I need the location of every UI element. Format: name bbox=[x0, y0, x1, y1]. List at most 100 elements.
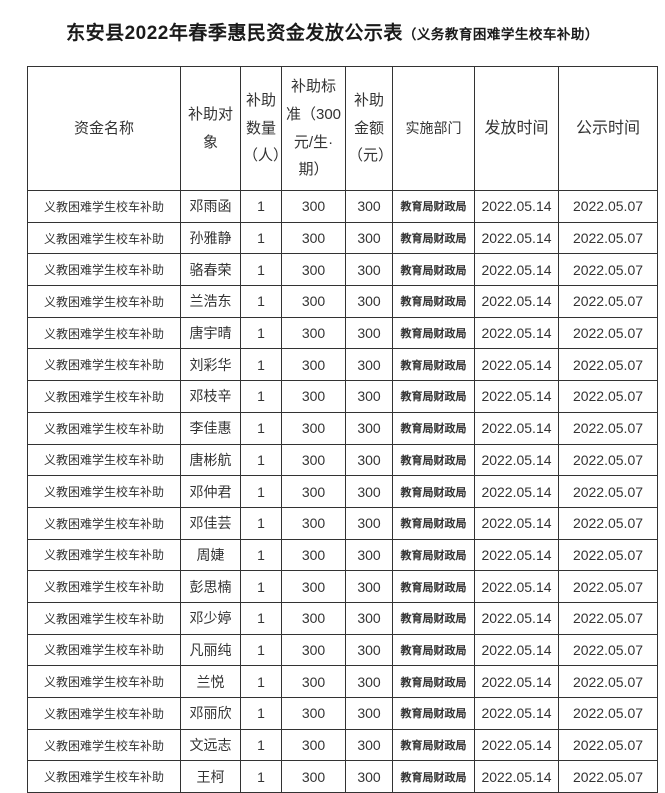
table-row: 义教困难学生校车补助 兰浩东 1 300 300 教育局财政局 2022.05.… bbox=[27, 285, 658, 318]
cell-quantity: 1 bbox=[240, 411, 282, 445]
cell-issue-date: 2022.05.14 bbox=[474, 285, 559, 318]
cell-recipient: 孙雅静 bbox=[180, 221, 241, 255]
cell-amount: 300 bbox=[345, 760, 393, 793]
cell-department: 教育局财政局 bbox=[392, 475, 475, 508]
cell-issue-date: 2022.05.14 bbox=[474, 443, 559, 477]
cell-issue-date: 2022.05.14 bbox=[474, 760, 559, 793]
cell-fund-name: 义教困难学生校车补助 bbox=[27, 665, 181, 698]
cell-quantity: 1 bbox=[240, 665, 282, 698]
cell-notice-date: 2022.05.07 bbox=[558, 697, 658, 730]
cell-notice-date: 2022.05.07 bbox=[558, 316, 658, 350]
cell-standard: 300 bbox=[281, 411, 346, 445]
cell-amount: 300 bbox=[345, 665, 393, 698]
cell-quantity: 1 bbox=[240, 316, 282, 350]
cell-quantity: 1 bbox=[240, 538, 282, 572]
cell-fund-name: 义教困难学生校车补助 bbox=[27, 190, 181, 223]
cell-fund-name: 义教困难学生校车补助 bbox=[27, 380, 181, 413]
cell-issue-date: 2022.05.14 bbox=[474, 411, 559, 445]
cell-department: 教育局财政局 bbox=[392, 728, 475, 762]
cell-recipient: 唐宇晴 bbox=[180, 316, 241, 350]
cell-notice-date: 2022.05.07 bbox=[558, 285, 658, 318]
cell-fund-name: 义教困难学生校车补助 bbox=[27, 760, 181, 793]
cell-amount: 300 bbox=[345, 633, 393, 667]
cell-department: 教育局财政局 bbox=[392, 601, 475, 635]
table-row: 义教困难学生校车补助 李佳惠 1 300 300 教育局财政局 2022.05.… bbox=[27, 411, 658, 445]
cell-recipient: 骆春荣 bbox=[180, 253, 241, 287]
cell-department: 教育局财政局 bbox=[392, 316, 475, 350]
page-title-main: 东安县2022年春季惠民资金发放公示表 bbox=[66, 23, 403, 44]
cell-notice-date: 2022.05.07 bbox=[558, 411, 658, 445]
cell-quantity: 1 bbox=[240, 570, 282, 603]
table-row: 义教困难学生校车补助 周婕 1 300 300 教育局财政局 2022.05.1… bbox=[27, 538, 658, 572]
cell-standard: 300 bbox=[281, 760, 346, 793]
table-row: 义教困难学生校车补助 孙雅静 1 300 300 教育局财政局 2022.05.… bbox=[27, 221, 658, 255]
cell-quantity: 1 bbox=[240, 633, 282, 667]
cell-fund-name: 义教困难学生校车补助 bbox=[27, 728, 181, 762]
header-notice-date: 公示时间 bbox=[558, 66, 658, 191]
cell-amount: 300 bbox=[345, 601, 393, 635]
cell-standard: 300 bbox=[281, 285, 346, 318]
cell-fund-name: 义教困难学生校车补助 bbox=[27, 601, 181, 635]
cell-quantity: 1 bbox=[240, 380, 282, 413]
cell-issue-date: 2022.05.14 bbox=[474, 728, 559, 762]
cell-recipient: 邓丽欣 bbox=[180, 697, 241, 730]
cell-issue-date: 2022.05.14 bbox=[474, 316, 559, 350]
table-row: 义教困难学生校车补助 凡丽纯 1 300 300 教育局财政局 2022.05.… bbox=[27, 633, 658, 667]
table-row: 义教困难学生校车补助 唐彬航 1 300 300 教育局财政局 2022.05.… bbox=[27, 443, 658, 477]
cell-quantity: 1 bbox=[240, 443, 282, 477]
cell-recipient: 邓少婷 bbox=[180, 601, 241, 635]
cell-quantity: 1 bbox=[240, 697, 282, 730]
table-row: 义教困难学生校车补助 邓雨函 1 300 300 教育局财政局 2022.05.… bbox=[27, 190, 658, 223]
table-row: 义教困难学生校车补助 骆春荣 1 300 300 教育局财政局 2022.05.… bbox=[27, 253, 658, 287]
table-row: 义教困难学生校车补助 邓少婷 1 300 300 教育局财政局 2022.05.… bbox=[27, 601, 658, 635]
cell-standard: 300 bbox=[281, 633, 346, 667]
cell-issue-date: 2022.05.14 bbox=[474, 380, 559, 413]
cell-department: 教育局财政局 bbox=[392, 443, 475, 477]
table-header-row: 资金名称 补助对象 补助数量（人） 补助标准（300元/生·期） 补助金额（元）… bbox=[27, 66, 658, 191]
cell-standard: 300 bbox=[281, 601, 346, 635]
cell-amount: 300 bbox=[345, 506, 393, 540]
cell-department: 教育局财政局 bbox=[392, 221, 475, 255]
cell-issue-date: 2022.05.14 bbox=[474, 475, 559, 508]
cell-standard: 300 bbox=[281, 380, 346, 413]
cell-amount: 300 bbox=[345, 411, 393, 445]
cell-department: 教育局财政局 bbox=[392, 697, 475, 730]
cell-recipient: 邓佳芸 bbox=[180, 506, 241, 540]
cell-standard: 300 bbox=[281, 570, 346, 603]
table-row: 义教困难学生校车补助 彭思楠 1 300 300 教育局财政局 2022.05.… bbox=[27, 570, 658, 603]
cell-amount: 300 bbox=[345, 443, 393, 477]
table-row: 义教困难学生校车补助 邓枝辛 1 300 300 教育局财政局 2022.05.… bbox=[27, 380, 658, 413]
cell-standard: 300 bbox=[281, 475, 346, 508]
cell-quantity: 1 bbox=[240, 221, 282, 255]
cell-issue-date: 2022.05.14 bbox=[474, 221, 559, 255]
cell-notice-date: 2022.05.07 bbox=[558, 253, 658, 287]
cell-quantity: 1 bbox=[240, 285, 282, 318]
cell-notice-date: 2022.05.07 bbox=[558, 760, 658, 793]
cell-issue-date: 2022.05.14 bbox=[474, 665, 559, 698]
header-recipient: 补助对象 bbox=[180, 66, 241, 191]
cell-department: 教育局财政局 bbox=[392, 411, 475, 445]
cell-quantity: 1 bbox=[240, 760, 282, 793]
cell-department: 教育局财政局 bbox=[392, 348, 475, 382]
table-body: 义教困难学生校车补助 邓雨函 1 300 300 教育局财政局 2022.05.… bbox=[27, 190, 658, 793]
cell-department: 教育局财政局 bbox=[392, 380, 475, 413]
cell-department: 教育局财政局 bbox=[392, 285, 475, 318]
cell-quantity: 1 bbox=[240, 728, 282, 762]
cell-department: 教育局财政局 bbox=[392, 253, 475, 287]
header-department: 实施部门 bbox=[392, 66, 475, 191]
cell-department: 教育局财政局 bbox=[392, 570, 475, 603]
cell-notice-date: 2022.05.07 bbox=[558, 506, 658, 540]
cell-notice-date: 2022.05.07 bbox=[558, 665, 658, 698]
cell-amount: 300 bbox=[345, 380, 393, 413]
header-standard: 补助标准（300元/生·期） bbox=[281, 66, 346, 191]
cell-standard: 300 bbox=[281, 728, 346, 762]
cell-fund-name: 义教困难学生校车补助 bbox=[27, 348, 181, 382]
cell-notice-date: 2022.05.07 bbox=[558, 190, 658, 223]
cell-fund-name: 义教困难学生校车补助 bbox=[27, 697, 181, 730]
cell-notice-date: 2022.05.07 bbox=[558, 728, 658, 762]
cell-amount: 300 bbox=[345, 221, 393, 255]
cell-quantity: 1 bbox=[240, 253, 282, 287]
subsidy-table: 资金名称 补助对象 补助数量（人） 补助标准（300元/生·期） 补助金额（元）… bbox=[27, 66, 658, 793]
cell-standard: 300 bbox=[281, 443, 346, 477]
cell-issue-date: 2022.05.14 bbox=[474, 633, 559, 667]
